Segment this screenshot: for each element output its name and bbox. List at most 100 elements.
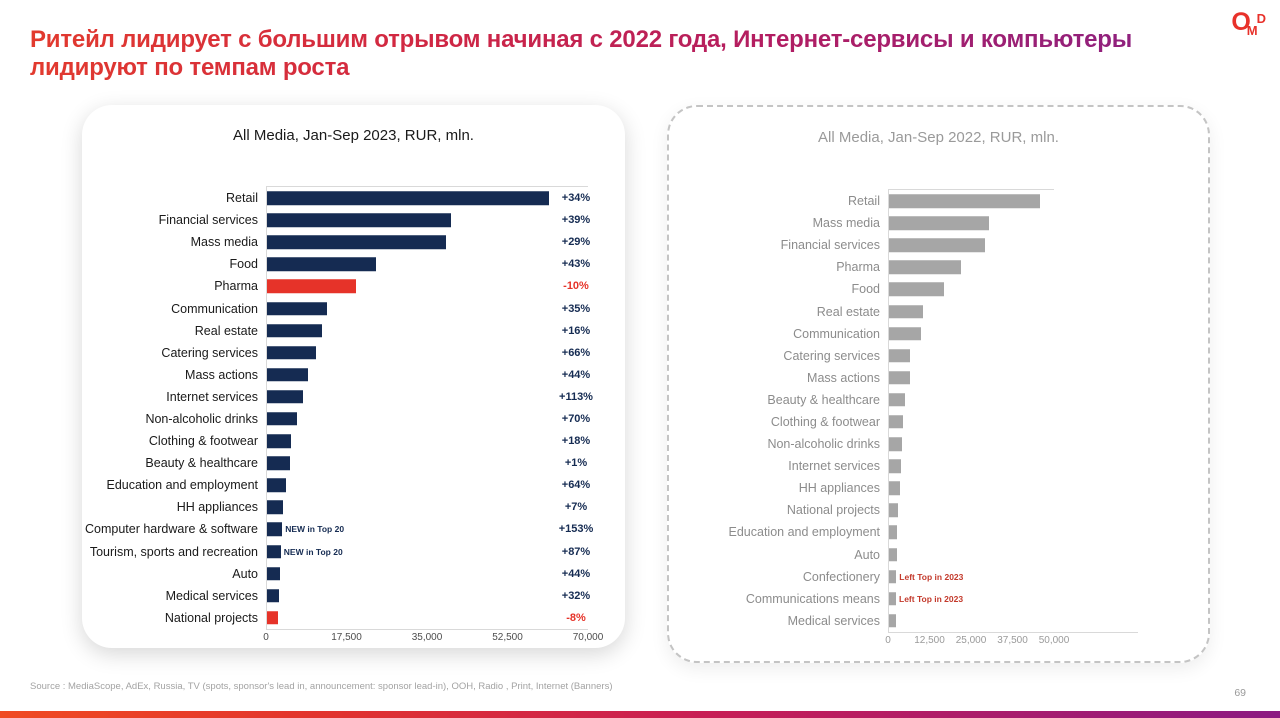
bar-track: +70% bbox=[266, 407, 590, 431]
bar-track bbox=[888, 455, 1139, 478]
bar-track bbox=[888, 256, 1139, 279]
category-label: Mass actions bbox=[807, 370, 880, 385]
category-label: HH appliances bbox=[798, 481, 880, 496]
chart-row: National projects -8% bbox=[82, 606, 625, 629]
category-label: National projects bbox=[786, 503, 880, 518]
bar bbox=[267, 301, 328, 316]
bar-track bbox=[888, 609, 1139, 632]
chart-row: Internet services +113% bbox=[82, 385, 625, 408]
bar bbox=[267, 191, 549, 205]
bar-track bbox=[888, 278, 1139, 301]
bar-track: +35% bbox=[266, 297, 590, 320]
change-label: +35% bbox=[561, 302, 591, 315]
change-label: +16% bbox=[561, 324, 591, 337]
category-label: Auto bbox=[854, 547, 880, 562]
chart-row: Mass media bbox=[669, 212, 1208, 235]
category-label: Beauty & healthcare bbox=[145, 456, 258, 471]
bar bbox=[889, 393, 905, 407]
bar-track bbox=[888, 300, 1139, 323]
bar-track: +1% bbox=[266, 452, 589, 475]
category-label: Clothing & footwear bbox=[148, 434, 258, 449]
bar bbox=[889, 371, 910, 385]
category-label: Retail bbox=[848, 194, 880, 209]
category-label: Communication bbox=[171, 301, 258, 316]
category-label: Catering services bbox=[161, 345, 258, 360]
bar-track: +43% bbox=[266, 253, 590, 276]
chart-row: Tourism, sports and recreation NEW in Top… bbox=[82, 540, 625, 563]
chart-row: Food bbox=[669, 278, 1208, 301]
bar bbox=[267, 323, 322, 338]
x-tick-label: 70,000 bbox=[572, 631, 604, 643]
chart-row: Retail bbox=[669, 190, 1208, 213]
chart-row: Financial services bbox=[669, 234, 1208, 257]
bar-track: Left Top in 2023 bbox=[888, 587, 1139, 610]
category-label: Mass media bbox=[190, 235, 258, 250]
chart-row: Computer hardware & software NEW in Top 2… bbox=[82, 518, 625, 541]
change-label: +18% bbox=[561, 435, 591, 448]
chart-row: Auto bbox=[669, 543, 1208, 566]
change-label: +32% bbox=[561, 589, 591, 602]
category-label: Clothing & footwear bbox=[770, 414, 880, 429]
category-label: Mass media bbox=[812, 216, 880, 231]
bar-track: Left Top in 2023 bbox=[888, 565, 1139, 588]
chart-rows-2022: Retail Mass media Financial services Pharma… bbox=[669, 190, 1208, 632]
x-tick-label: 52,500 bbox=[492, 631, 523, 643]
chart-row: Internet services bbox=[669, 455, 1208, 478]
bar-track bbox=[888, 433, 1139, 456]
chart-row: Education and employment bbox=[669, 521, 1208, 544]
category-label: Non-alcoholic drinks bbox=[767, 437, 880, 452]
chart-row: Real estate bbox=[669, 300, 1208, 323]
bar bbox=[267, 544, 281, 559]
bar bbox=[889, 481, 900, 496]
chart-row: Communication bbox=[669, 322, 1208, 345]
bar-track: -10% bbox=[266, 275, 589, 298]
chart-row: Mass actions +44% bbox=[82, 363, 625, 386]
bar-track: +16% bbox=[266, 319, 590, 342]
bar bbox=[889, 437, 902, 451]
bar bbox=[267, 279, 357, 294]
chart-row: Beauty & healthcare +1% bbox=[82, 452, 625, 475]
bar bbox=[267, 257, 376, 272]
chart-row: Mass media +29% bbox=[82, 231, 625, 254]
x-tick-label: 17,500 bbox=[331, 631, 362, 643]
change-label: +70% bbox=[561, 412, 591, 425]
category-label: Education and employment bbox=[106, 478, 258, 493]
change-label: +43% bbox=[561, 258, 591, 271]
category-label: Non-alcoholic drinks bbox=[145, 411, 258, 426]
chart-row: Medical services +32% bbox=[82, 584, 625, 607]
chart-title-2022: All Media, Jan-Sep 2022, RUR, mln. bbox=[818, 129, 1059, 146]
category-label: Real estate bbox=[194, 323, 258, 338]
chart-row: Clothing & footwear bbox=[669, 410, 1208, 434]
chart-plot-2023: Retail +34% Financial services +39% Mass med… bbox=[82, 186, 625, 648]
bar bbox=[267, 434, 291, 448]
chart-row: Confectionery Left Top in 2023 bbox=[669, 565, 1208, 588]
chart-row: Catering services +66% bbox=[82, 341, 625, 364]
category-label: Food bbox=[229, 257, 259, 272]
change-label: -10% bbox=[563, 280, 589, 293]
chart-row: Catering services bbox=[669, 344, 1208, 367]
chart-row: HH appliances bbox=[669, 477, 1208, 500]
category-label: Auto bbox=[232, 566, 258, 581]
bar-track: +29% bbox=[266, 231, 590, 254]
bar-note: Left Top in 2023 bbox=[899, 571, 964, 582]
bar bbox=[889, 260, 961, 275]
bar bbox=[267, 522, 283, 537]
category-label: HH appliances bbox=[176, 500, 258, 515]
chart-row: Financial services +39% bbox=[82, 209, 625, 232]
category-label: Computer hardware & software bbox=[85, 522, 258, 537]
bar bbox=[267, 345, 316, 360]
change-label: +66% bbox=[561, 346, 591, 359]
chart-row: Pharma -10% bbox=[82, 275, 625, 298]
category-label: Medical services bbox=[787, 613, 880, 628]
bar-track bbox=[888, 212, 1139, 235]
logo-letter-o: O bbox=[1231, 8, 1251, 36]
source-note: Source : MediaScope, AdEx, Russia, TV (s… bbox=[30, 681, 613, 692]
category-label: Tourism, sports and recreation bbox=[89, 544, 258, 559]
bar bbox=[267, 611, 278, 625]
category-label: Internet services bbox=[166, 389, 258, 404]
bar-note: NEW in Top 20 bbox=[285, 524, 345, 535]
bar-track: +39% bbox=[266, 209, 590, 232]
chart-row: Real estate +16% bbox=[82, 319, 625, 342]
chart-card-2022: All Media, Jan-Sep 2022, RUR, mln. Retai… bbox=[667, 105, 1210, 663]
change-label: +44% bbox=[561, 368, 591, 381]
